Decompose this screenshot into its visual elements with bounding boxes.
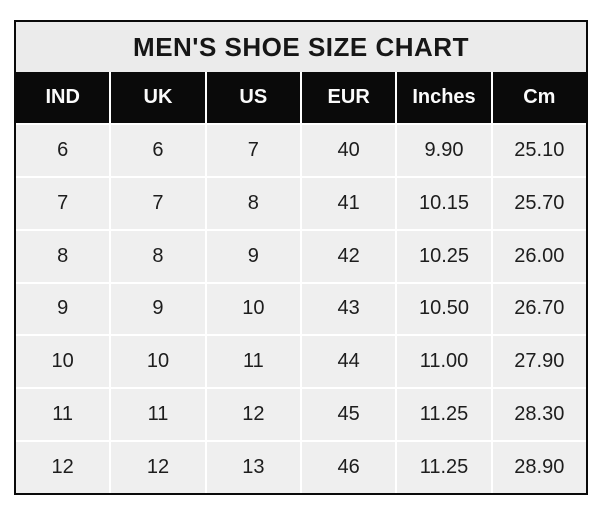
cell-cm: 26.00 [492,230,586,282]
cell-eur: 41 [302,177,396,229]
cell-inches: 10.15 [397,177,491,229]
cell-inches: 10.25 [397,230,491,282]
cell-ind: 9 [16,283,110,335]
cell-ind: 8 [16,230,110,282]
cell-eur: 45 [302,389,396,441]
cell-uk: 11 [111,389,205,441]
cell-ind: 7 [16,177,110,229]
cell-us: 10 [206,283,300,335]
table-row: 10 10 11 44 11.00 27.90 [16,336,586,388]
cell-us: 8 [206,177,300,229]
cell-inches: 10.50 [397,283,491,335]
cell-cm: 28.90 [492,442,586,493]
chart-title-bar: MEN'S SHOE SIZE CHART [16,22,586,72]
cell-inches: 9.90 [397,124,491,176]
header-cell-uk: UK [111,72,205,123]
cell-cm: 25.70 [492,177,586,229]
cell-cm: 28.30 [492,389,586,441]
cell-uk: 9 [111,283,205,335]
shoe-size-chart-table: MEN'S SHOE SIZE CHART IND UK US EUR Inch… [14,20,588,495]
header-cell-inches: Inches [397,72,491,123]
cell-eur: 44 [302,336,396,388]
table-header-row: IND UK US EUR Inches Cm [16,72,586,123]
cell-cm: 27.90 [492,336,586,388]
cell-ind: 11 [16,389,110,441]
cell-eur: 40 [302,124,396,176]
cell-ind: 10 [16,336,110,388]
cell-uk: 7 [111,177,205,229]
cell-inches: 11.25 [397,389,491,441]
cell-ind: 12 [16,442,110,493]
cell-us: 7 [206,124,300,176]
header-cell-cm: Cm [492,72,586,123]
cell-us: 12 [206,389,300,441]
cell-inches: 11.25 [397,442,491,493]
cell-uk: 8 [111,230,205,282]
cell-eur: 43 [302,283,396,335]
cell-uk: 10 [111,336,205,388]
cell-eur: 46 [302,442,396,493]
cell-eur: 42 [302,230,396,282]
header-cell-eur: EUR [302,72,396,123]
header-cell-us: US [206,72,300,123]
table-row: 12 12 13 46 11.25 28.90 [16,442,586,493]
cell-us: 11 [206,336,300,388]
table-row: 11 11 12 45 11.25 28.30 [16,389,586,441]
cell-us: 9 [206,230,300,282]
table-row: 9 9 10 43 10.50 26.70 [16,283,586,335]
cell-ind: 6 [16,124,110,176]
cell-us: 13 [206,442,300,493]
table-row: 8 8 9 42 10.25 26.00 [16,230,586,282]
table-row: 7 7 8 41 10.15 25.70 [16,177,586,229]
table-body: IND UK US EUR Inches Cm 6 6 7 40 9.90 25… [16,72,586,493]
cell-uk: 12 [111,442,205,493]
cell-inches: 11.00 [397,336,491,388]
header-cell-ind: IND [16,72,110,123]
chart-title: MEN'S SHOE SIZE CHART [133,31,469,62]
table-row: 6 6 7 40 9.90 25.10 [16,124,586,176]
cell-cm: 26.70 [492,283,586,335]
cell-cm: 25.10 [492,124,586,176]
cell-uk: 6 [111,124,205,176]
